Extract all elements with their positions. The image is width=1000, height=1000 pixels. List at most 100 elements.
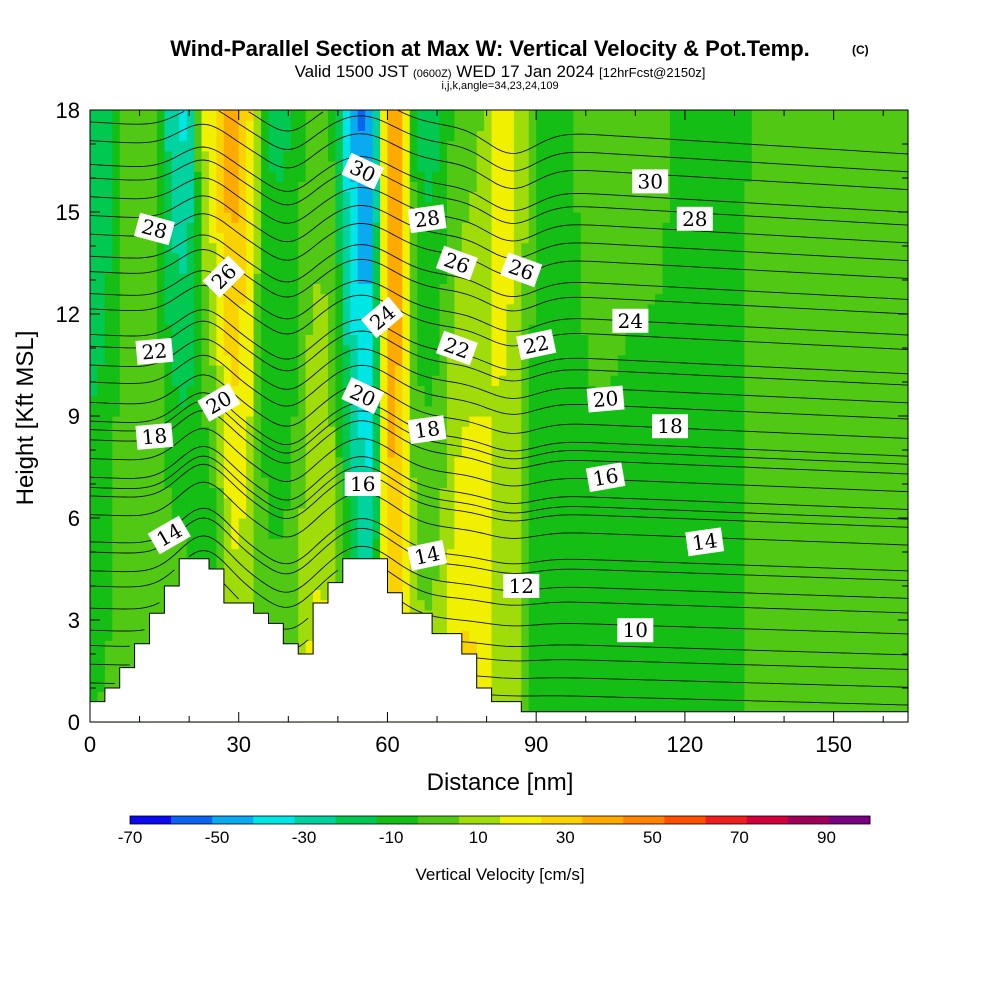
velocity-cell (513, 650, 522, 662)
velocity-cell (536, 191, 545, 203)
velocity-cell (164, 252, 173, 264)
velocity-cell (231, 252, 240, 264)
velocity-cell (558, 110, 567, 121)
velocity-cell (119, 171, 128, 182)
velocity-cell (580, 456, 589, 468)
velocity-cell (298, 558, 307, 570)
velocity-cell (469, 477, 478, 488)
velocity-cell (335, 303, 344, 315)
velocity-cell (461, 161, 470, 172)
velocity-cell (677, 314, 686, 325)
velocity-cell (253, 497, 262, 509)
velocity-cell (365, 263, 374, 274)
velocity-cell (565, 140, 574, 152)
velocity-cell (521, 609, 530, 621)
velocity-cell (677, 467, 686, 478)
velocity-cell (558, 528, 567, 539)
velocity-cell (617, 375, 627, 386)
velocity-cell (104, 609, 113, 621)
velocity-cell (521, 201, 530, 213)
velocity-cell (238, 273, 247, 284)
velocity-cell (491, 528, 500, 539)
velocity-cell (632, 681, 641, 692)
velocity-cell (201, 538, 210, 550)
velocity-cell (261, 467, 270, 478)
velocity-cell (119, 314, 128, 325)
velocity-cell (528, 222, 537, 233)
velocity-cell (142, 385, 151, 397)
velocity-cell (677, 283, 686, 295)
velocity-cell (194, 232, 203, 244)
velocity-cell (558, 548, 567, 560)
velocity-cell (640, 293, 649, 305)
velocity-cell (603, 671, 612, 682)
velocity-cell (491, 140, 500, 152)
velocity-cell (491, 314, 500, 325)
velocity-cell (692, 293, 701, 305)
velocity-cell (335, 242, 344, 254)
velocity-cell (357, 375, 366, 386)
velocity-cell (543, 599, 552, 611)
velocity-cell (313, 120, 322, 131)
velocity-cell (558, 252, 567, 264)
velocity-cell (357, 293, 366, 305)
velocity-cell (223, 232, 232, 244)
velocity-cell (394, 416, 403, 427)
velocity-cell (603, 650, 612, 662)
velocity-cell (268, 558, 277, 570)
velocity-cell (238, 497, 247, 509)
velocity-cell (275, 405, 284, 417)
velocity-cell (253, 242, 262, 254)
velocity-cell (201, 130, 210, 142)
velocity-cell (327, 252, 336, 264)
velocity-cell (506, 426, 515, 437)
velocity-cell (424, 436, 433, 448)
velocity-cell (327, 201, 336, 213)
velocity-cell (179, 110, 188, 121)
velocity-cell (647, 569, 656, 580)
velocity-cell (558, 191, 567, 203)
velocity-cell (446, 354, 455, 366)
velocity-cell (238, 467, 247, 478)
velocity-cell (149, 416, 158, 427)
velocity-cell (112, 232, 121, 244)
velocity-cell (588, 303, 597, 315)
velocity-cell (261, 181, 270, 193)
velocity-cell (528, 110, 537, 121)
velocity-cell (454, 171, 463, 182)
velocity-cell (603, 232, 612, 244)
velocity-cell (640, 640, 649, 652)
velocity-cell (402, 273, 411, 284)
velocity-cell (424, 242, 433, 254)
velocity-cell (394, 497, 403, 509)
velocity-cell (632, 263, 641, 274)
velocity-cell (201, 161, 210, 172)
velocity-cell (156, 385, 165, 397)
velocity-cell (104, 161, 113, 172)
velocity-cell (127, 110, 136, 121)
velocity-cell (491, 589, 500, 601)
velocity-cell (424, 232, 433, 244)
velocity-cell (127, 426, 136, 437)
velocity-cell (104, 314, 113, 325)
velocity-cell (536, 497, 545, 509)
velocity-cell (112, 395, 121, 407)
velocity-cell (402, 375, 411, 386)
velocity-cell (454, 518, 463, 529)
velocity-cell (558, 538, 567, 550)
velocity-cell (617, 681, 627, 692)
velocity-cell (290, 487, 299, 499)
velocity-cell (201, 365, 210, 376)
velocity-cell (655, 671, 664, 682)
velocity-cell (171, 344, 180, 356)
velocity-cell (595, 120, 604, 131)
velocity-cell (647, 446, 656, 458)
velocity-cell (499, 395, 508, 407)
velocity-cell (104, 181, 113, 193)
velocity-cell (692, 334, 701, 346)
velocity-cell (298, 263, 307, 274)
velocity-cell (97, 171, 106, 182)
velocity-cell (446, 477, 455, 488)
velocity-cell (476, 171, 485, 182)
velocity-cell (194, 385, 203, 397)
